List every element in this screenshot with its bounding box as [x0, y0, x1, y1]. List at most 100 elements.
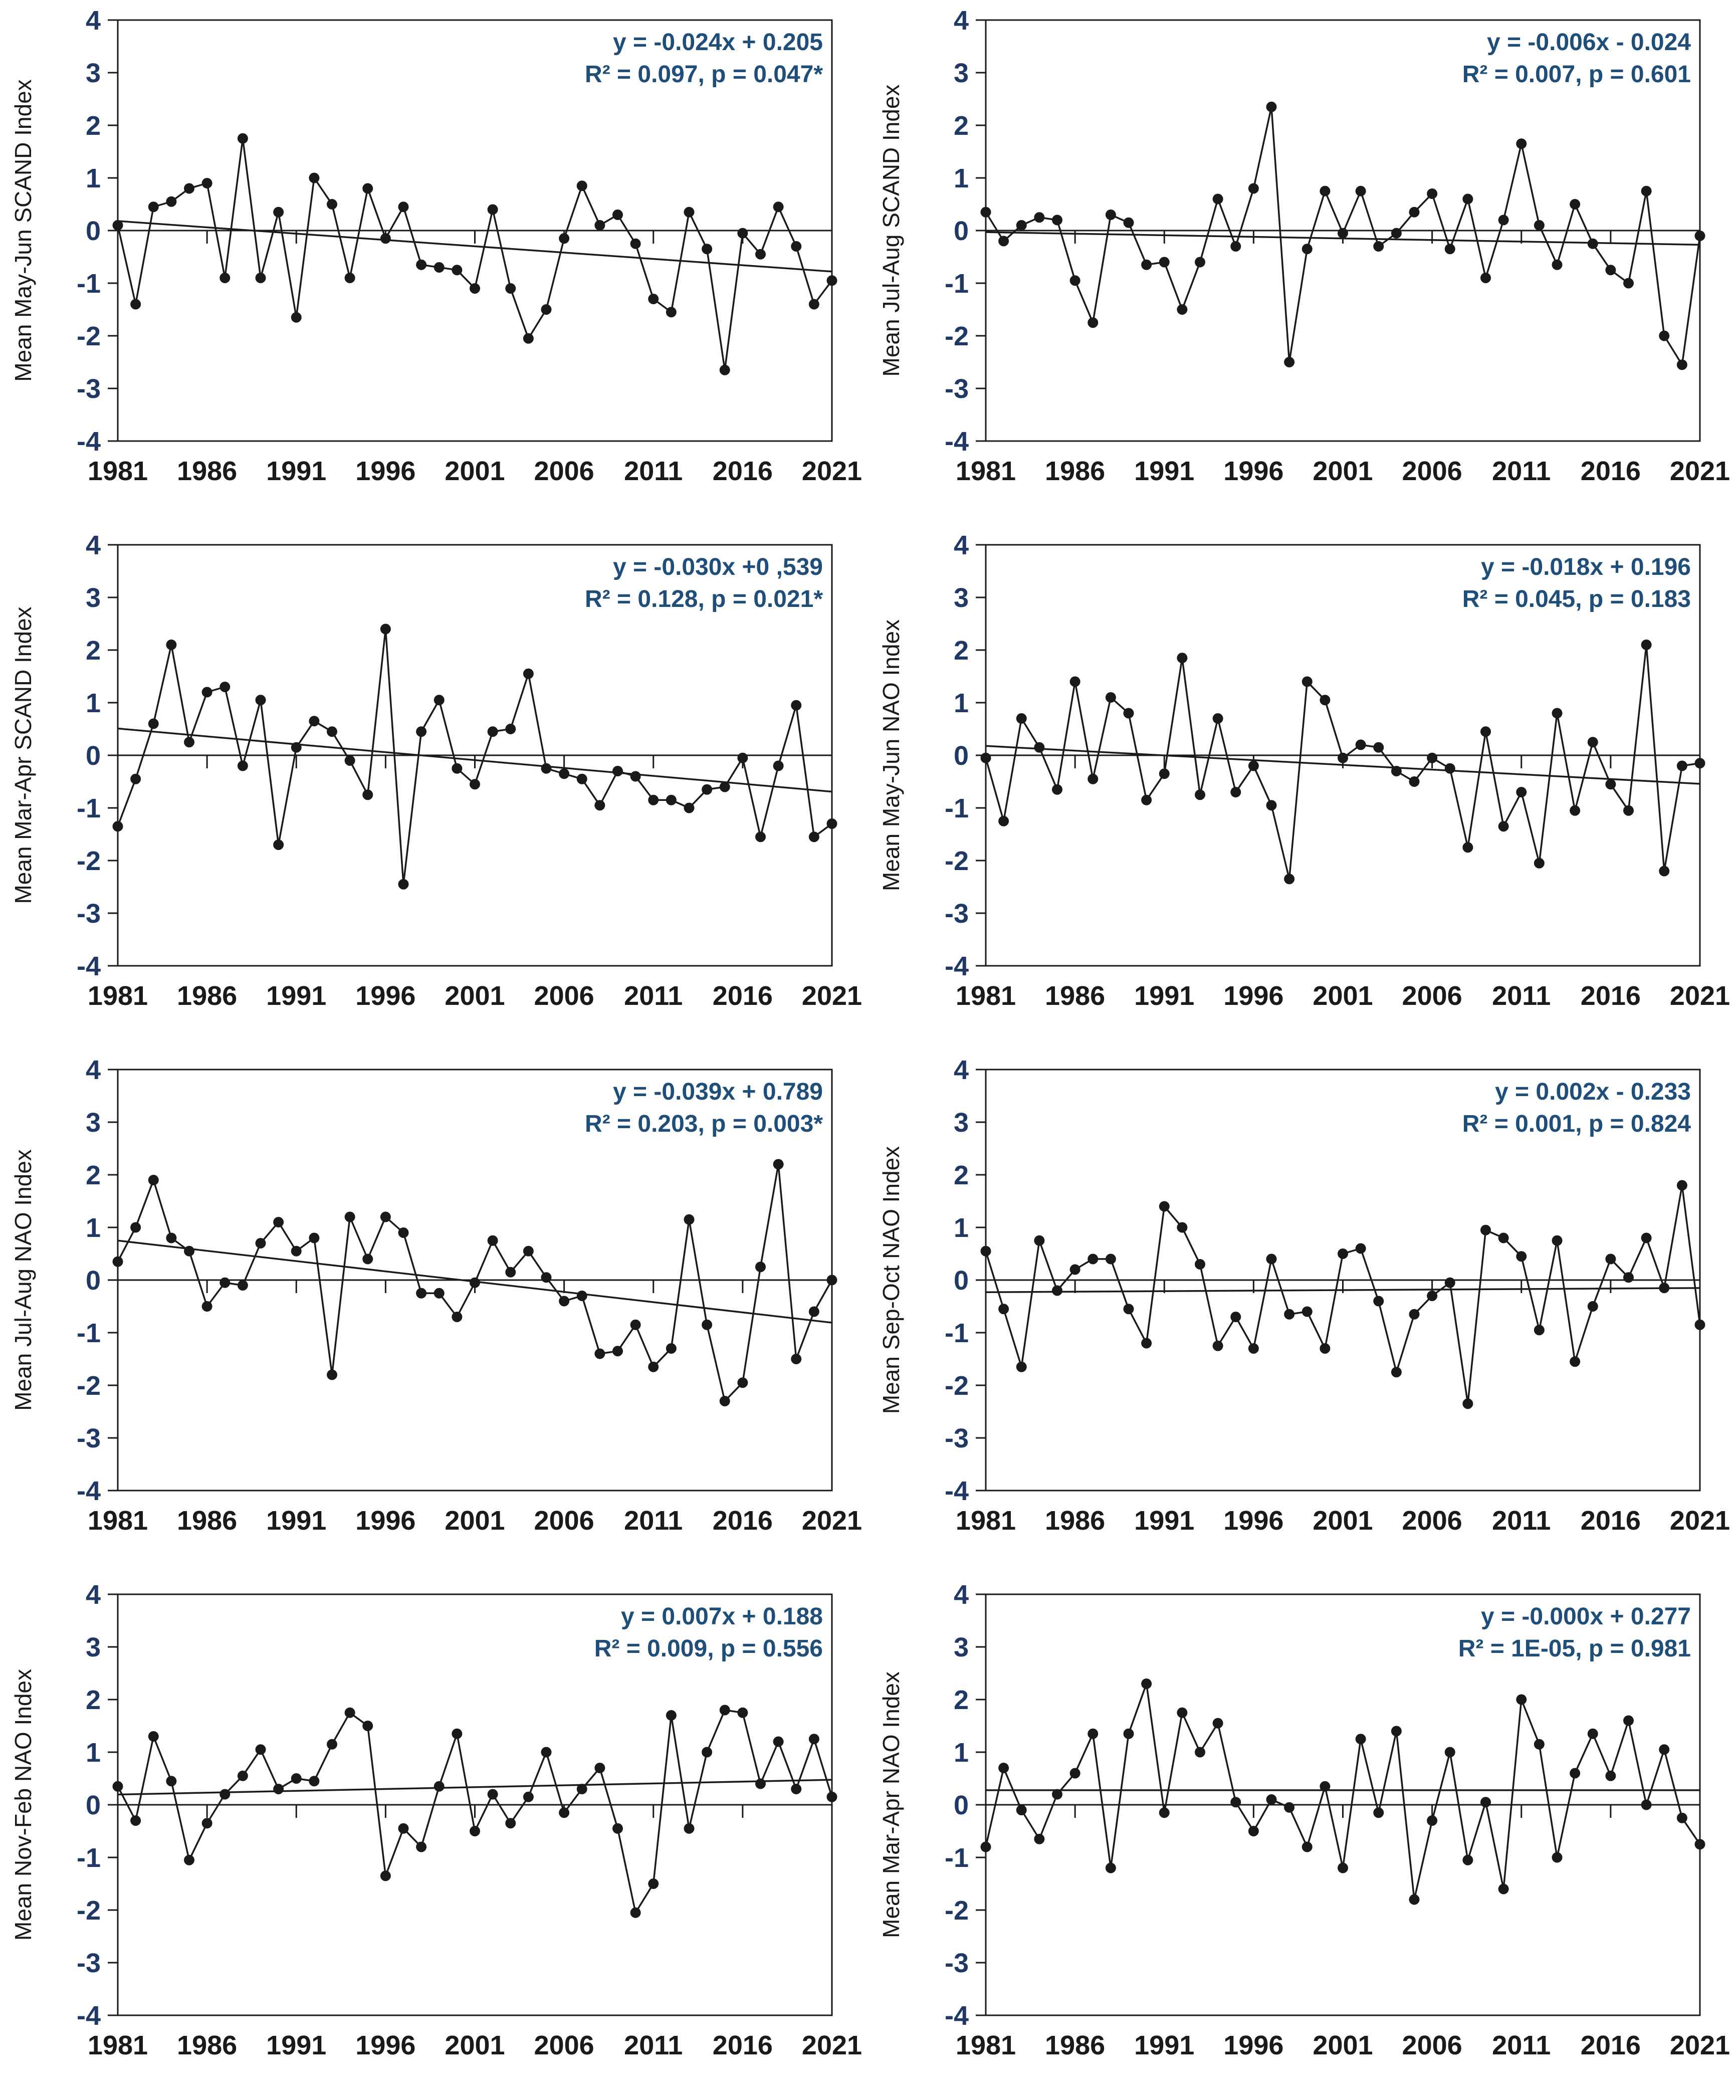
y-axis-title: Mean Jul-Aug SCAND Index: [878, 85, 904, 377]
svg-text:2021: 2021: [802, 981, 862, 1011]
svg-text:2006: 2006: [1402, 1506, 1462, 1536]
y-axis-title: Mean Mar-Apr SCAND Index: [10, 606, 36, 904]
y-axis-title: Mean Jul-Aug NAO Index: [10, 1149, 36, 1411]
svg-text:3: 3: [86, 583, 101, 613]
r2-p-label: R² = 0.009, p = 0.556: [594, 1635, 823, 1662]
svg-text:-3: -3: [77, 374, 101, 404]
svg-text:3: 3: [954, 1108, 969, 1138]
svg-text:3: 3: [86, 1632, 101, 1662]
svg-text:2011: 2011: [624, 1506, 683, 1536]
r2-p-label: R² = 0.128, p = 0.021*: [585, 586, 823, 612]
trend-equation-label: y = -0.006x - 0.024: [1487, 29, 1691, 56]
chart-panel-nov-feb-nao: Mean Nov-Feb NAO Index y = 0.007x + 0.18…: [0, 1574, 868, 2099]
svg-text:-4: -4: [77, 1476, 101, 1506]
svg-text:1991: 1991: [266, 456, 326, 486]
svg-text:2: 2: [954, 1160, 969, 1190]
svg-text:2006: 2006: [1402, 456, 1462, 486]
y-axis-title: Mean Sep-Oct NAO Index: [878, 1146, 904, 1414]
svg-text:1996: 1996: [1223, 981, 1283, 1011]
svg-text:2001: 2001: [445, 2030, 505, 2060]
svg-text:2006: 2006: [1402, 2030, 1462, 2060]
svg-text:-3: -3: [77, 899, 101, 929]
chart-panel-may-jun-nao: Mean May-Jun NAO Index y = -0.018x + 0.1…: [868, 525, 1736, 1049]
svg-text:1: 1: [954, 688, 969, 718]
svg-text:2001: 2001: [1313, 2030, 1373, 2060]
svg-text:4: 4: [86, 1055, 101, 1085]
svg-text:2021: 2021: [802, 2030, 862, 2060]
svg-text:1991: 1991: [1134, 981, 1194, 1011]
svg-text:1996: 1996: [355, 981, 415, 1011]
svg-text:2011: 2011: [1492, 981, 1551, 1011]
svg-text:1996: 1996: [1223, 456, 1283, 486]
svg-text:1: 1: [86, 688, 101, 718]
svg-text:1: 1: [86, 1738, 101, 1768]
svg-text:1986: 1986: [1045, 1506, 1105, 1536]
svg-text:-4: -4: [945, 1476, 969, 1506]
svg-text:-4: -4: [77, 2001, 101, 2031]
svg-text:-1: -1: [945, 1843, 969, 1873]
svg-text:1996: 1996: [355, 456, 415, 486]
svg-text:-3: -3: [945, 374, 969, 404]
svg-text:2016: 2016: [1581, 1506, 1641, 1536]
svg-text:-1: -1: [77, 793, 101, 823]
svg-text:4: 4: [954, 1580, 969, 1610]
svg-text:2016: 2016: [713, 456, 773, 486]
svg-text:2021: 2021: [802, 456, 862, 486]
r2-p-label: R² = 0.007, p = 0.601: [1462, 61, 1691, 88]
trend-equation-label: y = -0.018x + 0.196: [1481, 554, 1691, 580]
y-axis-title: Mean May-Jun SCAND Index: [10, 79, 36, 381]
svg-text:1991: 1991: [1134, 456, 1194, 486]
svg-text:-1: -1: [77, 1843, 101, 1873]
svg-text:0: 0: [954, 1790, 969, 1820]
svg-text:2006: 2006: [1402, 981, 1462, 1011]
svg-text:1996: 1996: [355, 1506, 415, 1536]
svg-text:1991: 1991: [1134, 1506, 1194, 1536]
svg-text:1996: 1996: [355, 2030, 415, 2060]
y-axis-title: Mean May-Jun NAO Index: [878, 619, 904, 891]
trend-equation-label: y = -0.039x + 0.789: [613, 1079, 823, 1105]
chart-panel-sep-oct-nao: Mean Sep-Oct NAO Index y = 0.002x - 0.23…: [868, 1049, 1736, 1574]
svg-text:2016: 2016: [1581, 456, 1641, 486]
svg-text:2021: 2021: [1670, 2030, 1730, 2060]
svg-text:-1: -1: [945, 1318, 969, 1348]
svg-text:2: 2: [954, 111, 969, 141]
svg-text:2016: 2016: [1581, 981, 1641, 1011]
svg-text:-1: -1: [77, 1318, 101, 1348]
svg-text:-3: -3: [77, 1948, 101, 1978]
svg-text:2001: 2001: [1313, 1506, 1373, 1536]
svg-text:4: 4: [86, 1580, 101, 1610]
svg-text:2016: 2016: [713, 2030, 773, 2060]
svg-text:1996: 1996: [1223, 2030, 1283, 2060]
chart-panel-mar-apr-nao: Mean Mar-Apr NAO Index y = -0.000x + 0.2…: [868, 1574, 1736, 2099]
svg-text:3: 3: [86, 58, 101, 88]
svg-text:-3: -3: [945, 1423, 969, 1453]
svg-text:-4: -4: [945, 951, 969, 981]
svg-text:2011: 2011: [1492, 456, 1551, 486]
svg-text:2021: 2021: [1670, 981, 1730, 1011]
svg-text:1981: 1981: [88, 456, 148, 486]
svg-text:2016: 2016: [713, 1506, 773, 1536]
svg-text:2: 2: [86, 1160, 101, 1190]
svg-text:1991: 1991: [266, 1506, 326, 1536]
svg-text:3: 3: [954, 583, 969, 613]
trend-equation-label: y = -0.024x + 0.205: [613, 29, 823, 56]
svg-text:-2: -2: [77, 1371, 101, 1401]
svg-text:1: 1: [86, 163, 101, 193]
svg-text:2011: 2011: [1492, 2030, 1551, 2060]
r2-p-label: R² = 0.001, p = 0.824: [1462, 1111, 1691, 1137]
svg-text:-2: -2: [77, 321, 101, 351]
svg-text:1991: 1991: [1134, 2030, 1194, 2060]
svg-text:1986: 1986: [1045, 456, 1105, 486]
svg-text:2006: 2006: [534, 981, 594, 1011]
svg-text:-2: -2: [945, 321, 969, 351]
svg-text:2021: 2021: [1670, 1506, 1730, 1536]
svg-text:2001: 2001: [1313, 981, 1373, 1011]
svg-text:3: 3: [86, 1108, 101, 1138]
trend-equation-label: y = -0.000x + 0.277: [1481, 1603, 1691, 1630]
